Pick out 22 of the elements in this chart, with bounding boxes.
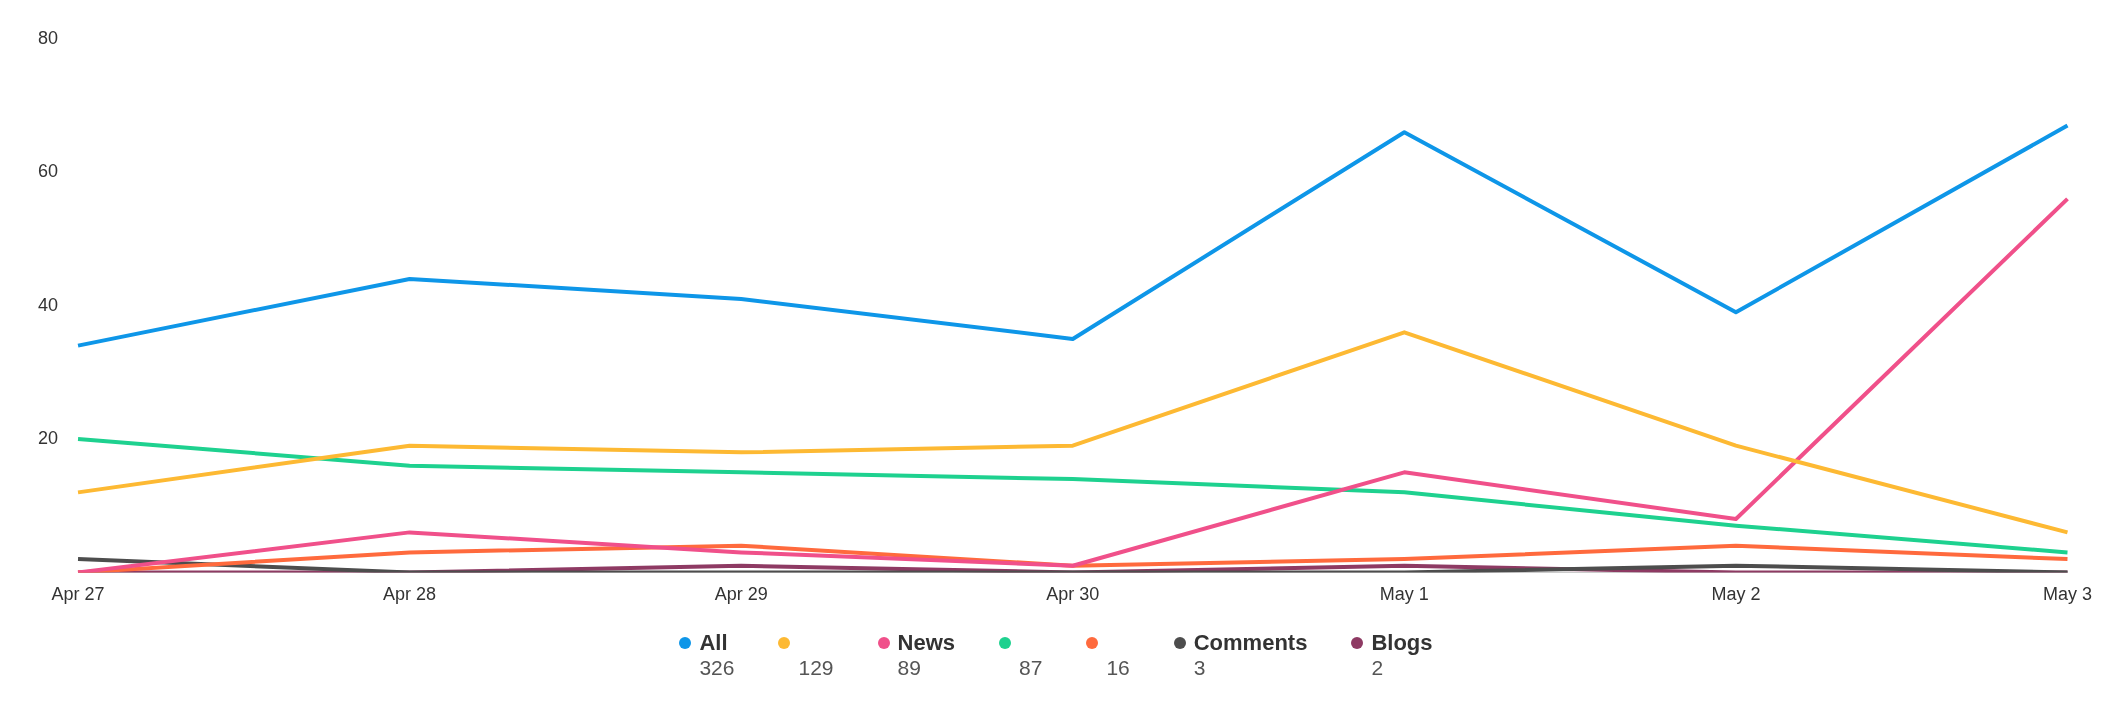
text: 326	[699, 656, 735, 680]
x-tick-label: Apr 27	[51, 584, 105, 605]
legend-label: News	[897, 630, 956, 656]
text: 16	[1106, 656, 1130, 680]
x-tick-label: May 2	[1711, 584, 1761, 605]
x-tick-label: May 3	[2042, 584, 2093, 605]
x-tick-label: Apr 30	[1046, 584, 1100, 605]
y-tick-label: 60	[37, 161, 59, 182]
x-tick-label: Apr 28	[383, 584, 437, 605]
text: 89	[897, 656, 921, 680]
legend-label: Blogs	[1371, 630, 1433, 656]
legend-label: Comments	[1193, 630, 1308, 656]
y-tick-label: 40	[37, 294, 59, 315]
x-tick-label: May 1	[1379, 584, 1429, 605]
y-tick-label: 20	[37, 427, 59, 448]
text: 129	[798, 656, 834, 680]
y-tick-label: 80	[37, 27, 59, 48]
text: 3	[1193, 656, 1206, 680]
x-tick-label: Apr 29	[714, 584, 768, 605]
legend-label: All	[699, 630, 728, 656]
text: 2	[1371, 656, 1384, 680]
text: 87	[1019, 656, 1043, 680]
